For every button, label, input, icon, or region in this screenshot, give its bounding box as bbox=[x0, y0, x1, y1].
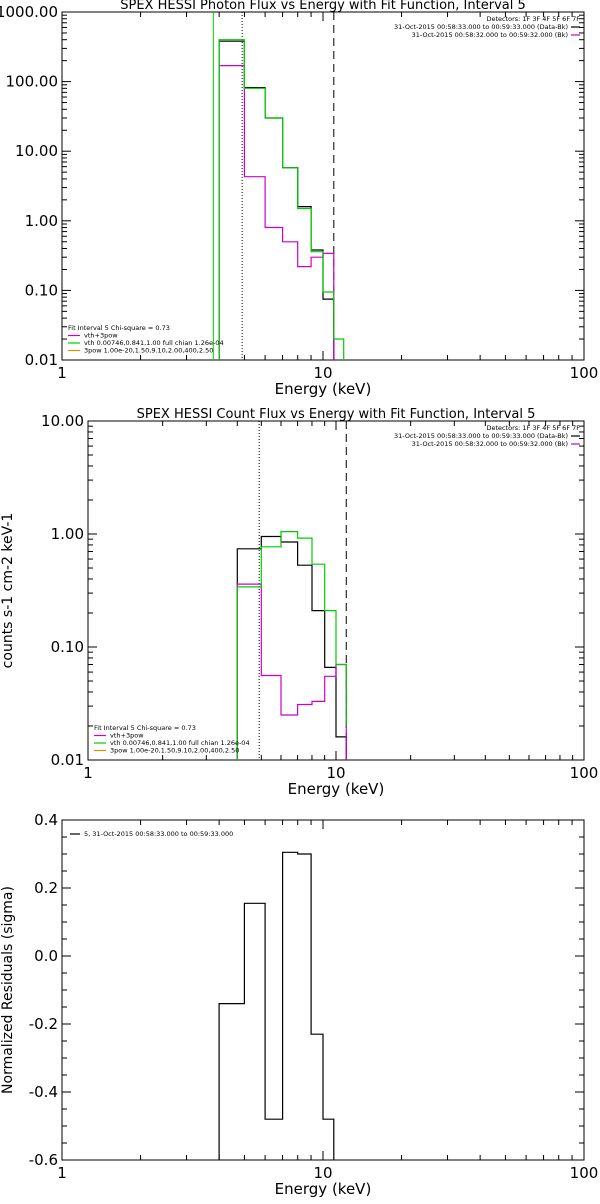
y-tick-label: 100.00 bbox=[6, 73, 59, 91]
header-line: 31-Oct-2015 00:58:32.000 to 00:59:32.000… bbox=[412, 31, 568, 39]
plot-frame bbox=[61, 11, 585, 361]
y-tick-label: 1.00 bbox=[25, 212, 58, 230]
y-tick-label: 10.00 bbox=[41, 412, 84, 430]
x-tick-label: 100 bbox=[570, 1164, 599, 1182]
series-0-step-line bbox=[218, 851, 335, 1160]
panel-1: 1 10 100 0.01 0.10 1.00 10.00 100.00 1000.00 SPEX… bbox=[0, 0, 598, 398]
header-line: 31-Oct-2015 00:58:32.000 to 00:59:32.000… bbox=[412, 440, 568, 448]
header-line: 31-Oct-2015 00:58:33.000 to 00:59:33.000… bbox=[394, 432, 568, 440]
y-tick-label: 0.01 bbox=[25, 351, 58, 369]
x-tick-label: 10 bbox=[313, 1164, 332, 1182]
y-tick-label: 0.0 bbox=[34, 947, 58, 965]
y-tick-label: 0.10 bbox=[25, 281, 58, 299]
data-series-group bbox=[236, 531, 347, 760]
x-tick-label: 100 bbox=[570, 764, 599, 782]
header-line: Detectors: 1F 3F 4F 5F 6F 7F bbox=[486, 15, 580, 23]
series-0-step-line bbox=[218, 40, 335, 360]
chart-title: SPEX HESSI Count Flux vs Energy with Fit… bbox=[137, 407, 536, 422]
y-tick-label: 0.01 bbox=[51, 751, 84, 769]
y-tick-label: 0.10 bbox=[51, 638, 84, 656]
header-line: Detectors: 1F 3F 4F 5F 6F 7F bbox=[486, 424, 580, 432]
fit-legend-line: vth 0.00746,0.841,1.00 full chian 1.26e-… bbox=[84, 339, 224, 347]
series-1-step-line bbox=[218, 65, 335, 360]
header-line: 31-Oct-2015 00:58:33.000 to 00:59:33.000… bbox=[394, 23, 568, 31]
x-tick-label: 1 bbox=[57, 1164, 67, 1182]
y-axis-label: Normalized Residuals (sigma) bbox=[0, 886, 16, 1094]
fit-legend-line: Fit Interval 5 Chi-square = 0.73 bbox=[68, 324, 170, 332]
x-axis-label: Energy (keV) bbox=[275, 380, 372, 398]
panel-2: 1 10 100 0.01 0.10 1.00 10.00 SPEX HESSI Count … bbox=[0, 407, 599, 798]
x-axis-label: Energy (keV) bbox=[288, 780, 385, 798]
series-2-step-line bbox=[218, 39, 345, 360]
y-tick-label: -0.6 bbox=[29, 1151, 58, 1169]
legend-line: 5, 31-Oct-2015 00:58:33.000 to 00:59:33.… bbox=[84, 830, 233, 838]
data-series-group bbox=[218, 851, 335, 1160]
series-0-step-line bbox=[236, 535, 347, 760]
fit-legend-line: vth+3pow bbox=[110, 732, 144, 740]
y-tick-label: 1.00 bbox=[51, 525, 84, 543]
chart-title: SPEX HESSI Photon Flux vs Energy with Fi… bbox=[120, 0, 526, 13]
y-axis-label: counts s-1 cm-2 keV-1 bbox=[0, 513, 16, 669]
data-series-group bbox=[218, 39, 345, 360]
x-tick-label: 1 bbox=[57, 364, 67, 382]
y-tick-label: -0.4 bbox=[29, 1083, 58, 1101]
fit-legend-line: vth+3pow bbox=[84, 332, 118, 340]
y-tick-label: 0.2 bbox=[34, 879, 58, 897]
x-tick-label: 10 bbox=[326, 764, 345, 782]
x-axis-label: Energy (keV) bbox=[275, 1180, 372, 1198]
y-tick-label: 10.00 bbox=[15, 142, 58, 160]
y-tick-label: -0.2 bbox=[29, 1015, 58, 1033]
fit-legend-line: 3pow 1.00e-20,1.50,9.10,2.00,400,2.50 bbox=[110, 747, 239, 755]
series-2-step-line bbox=[236, 531, 347, 760]
x-tick-label: 1 bbox=[83, 764, 93, 782]
x-tick-label: 10 bbox=[313, 364, 332, 382]
fit-legend-line: Fit Interval 5 Chi-square = 0.73 bbox=[94, 724, 196, 732]
x-tick-label: 100 bbox=[570, 364, 599, 382]
panel-3: 1 10 100 -0.6 -0.4 -0.2 0.0 0.2 0.4 Energy (keV) N… bbox=[0, 811, 598, 1198]
fit-legend-line: vth 0.00746,0.841,1.00 full chian 1.26e-… bbox=[110, 739, 250, 747]
y-tick-label: 0.4 bbox=[34, 811, 58, 829]
series-1-step-line bbox=[236, 583, 347, 760]
y-tick-label: 1000.00 bbox=[0, 3, 58, 21]
fit-legend-line: 3pow 1.00e-20,1.50,9.10,2.00,400,2.50 bbox=[84, 347, 213, 355]
